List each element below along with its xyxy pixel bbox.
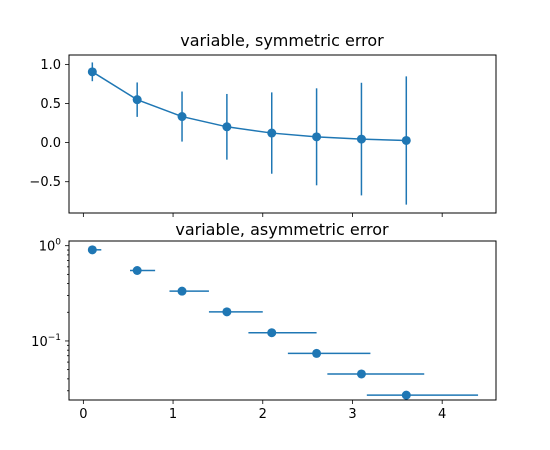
- data-point: [177, 112, 187, 122]
- data-point: [87, 67, 97, 77]
- data-point: [356, 134, 366, 144]
- data-point: [87, 245, 97, 255]
- asymmetric-error-ticks: 0 1 2 3 4 100 10−1: [31, 238, 446, 422]
- data-point: [132, 265, 142, 275]
- data-point: [401, 135, 411, 145]
- symmetric-error-ticks: 1.0 0.5 0.0 −0.5: [29, 58, 443, 217]
- x-tick-label: 4: [438, 407, 446, 422]
- symmetric-error-axes-frame: [68, 54, 497, 214]
- y-tick-label: 1.0: [40, 58, 61, 73]
- series-line: [91, 71, 407, 142]
- asymmetric-error-panel: variable, asymmetric error 0 1 2 3 4 100 10−1: [31, 220, 497, 422]
- data-point: [132, 95, 142, 105]
- x-tick-label: 3: [348, 407, 356, 422]
- data-point: [222, 307, 232, 317]
- data-point: [177, 286, 187, 296]
- x-tick-label: 0: [79, 407, 87, 422]
- x-tick-label: 2: [259, 407, 267, 422]
- y-tick-label: 0.5: [40, 97, 61, 112]
- data-point: [401, 390, 411, 400]
- data-point: [312, 132, 322, 142]
- data-point: [356, 369, 366, 379]
- y-tick-label: −0.5: [29, 175, 61, 190]
- asymmetric-error-axes-frame: [68, 240, 497, 401]
- data-point: [267, 128, 277, 138]
- asymmetric-error-title: variable, asymmetric error: [175, 220, 389, 239]
- data-point: [312, 348, 322, 358]
- asymmetric-error-marks: [87, 245, 479, 400]
- y-tick-label: 100: [39, 238, 62, 255]
- data-point: [267, 328, 277, 338]
- symmetric-error-panel: variable, symmetric error 1.0 0.5 0.0 −0.5: [29, 31, 497, 217]
- x-tick-label: 1: [169, 407, 177, 422]
- symmetric-error-title: variable, symmetric error: [180, 31, 384, 50]
- y-tick-label: 0.0: [40, 136, 61, 151]
- data-point: [222, 122, 232, 132]
- y-tick-label: 10−1: [31, 333, 61, 350]
- symmetric-error-marks: [87, 62, 411, 205]
